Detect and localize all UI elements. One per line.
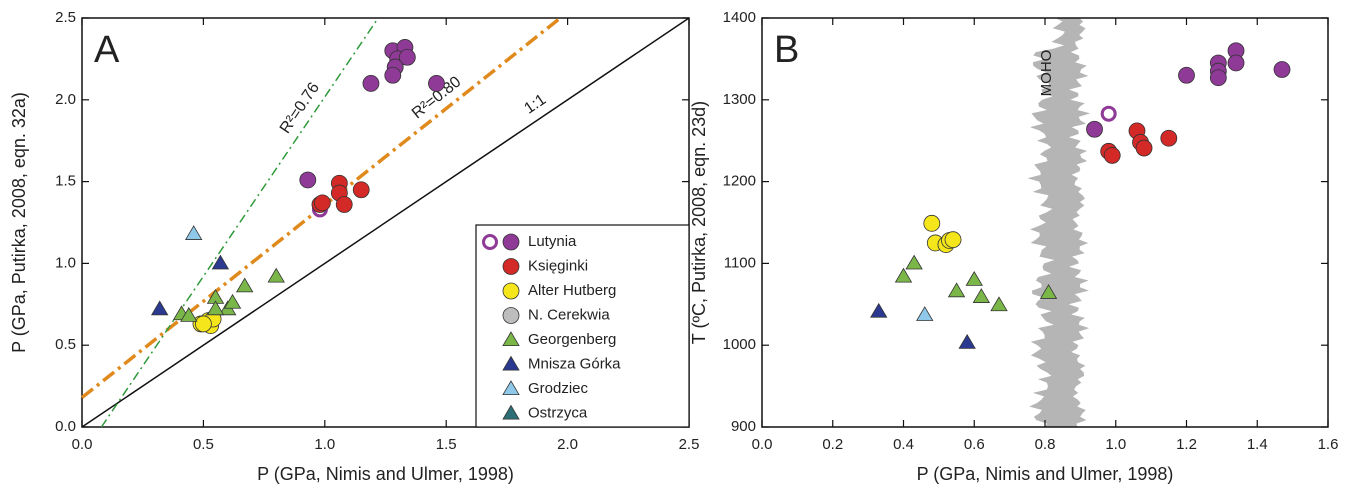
legend-symbol (502, 331, 520, 347)
legend-symbol (502, 233, 520, 251)
point (870, 302, 888, 318)
y-tick-label: 0.5 (55, 336, 76, 353)
point (211, 254, 230, 270)
x-tick-label: 2.0 (557, 436, 578, 453)
x-tick-label: 1.0 (314, 436, 335, 453)
y-tick-label: 2.5 (55, 9, 76, 26)
point (223, 293, 242, 309)
legend-symbol (502, 380, 520, 396)
x-tick-label: 1.4 (1247, 436, 1268, 453)
x-tick-label: 0.8 (1035, 436, 1056, 453)
x-tick-label: 1.5 (436, 436, 457, 453)
point (1135, 139, 1153, 157)
point (235, 277, 254, 293)
x-tick-label: 0.5 (193, 436, 214, 453)
point (965, 270, 983, 286)
point (1103, 147, 1121, 164)
y-axis-label: T (ºC, Putirka, 2008, eqn. 23d) (689, 101, 709, 344)
y-tick-label: 1300 (723, 91, 756, 108)
legend-symbol (502, 307, 520, 324)
point (1209, 69, 1227, 87)
point (352, 181, 370, 199)
point (184, 225, 203, 240)
y-tick-label: 0.0 (55, 418, 76, 435)
legend-label: N. Cerekwia (528, 306, 610, 323)
legend-label: Ostrzyca (528, 404, 588, 421)
x-tick-label: 0.0 (72, 436, 93, 453)
point (267, 267, 285, 283)
x-tick-label: 1.6 (1318, 436, 1339, 453)
legend-symbol (482, 234, 498, 250)
legend-label: Księginki (528, 257, 588, 274)
point (923, 214, 941, 232)
legend-symbol (502, 282, 520, 300)
point (384, 66, 402, 84)
legend-label: Grodziec (528, 380, 589, 397)
x-tick-label: 1.0 (1105, 436, 1126, 453)
legend-symbol (502, 258, 520, 275)
point (150, 300, 169, 316)
y-tick-label: 1.0 (55, 254, 76, 271)
point (362, 75, 380, 92)
point (206, 300, 225, 316)
point (428, 75, 445, 92)
panel-letter: B (774, 29, 799, 71)
y-tick-label: 1400 (723, 9, 756, 26)
point (972, 288, 991, 303)
fit-line-label: 1:1 (521, 91, 549, 118)
y-tick-label: 2.0 (55, 91, 76, 108)
y-tick-label: 900 (731, 418, 756, 435)
y-tick-label: 1100 (724, 254, 756, 271)
x-axis-label: P (GPa, Nimis and Ulmer, 1998) (917, 464, 1174, 484)
fit-line (100, 17, 379, 428)
legend-label: Alter Hutberg (528, 282, 616, 299)
legend-symbol (502, 355, 520, 371)
point (958, 333, 976, 349)
x-axis-label: P (GPa, Nimis and Ulmer, 1998) (257, 464, 514, 484)
point (944, 231, 962, 249)
point (1227, 54, 1245, 72)
point (916, 306, 934, 321)
x-tick-label: 0.6 (964, 436, 985, 453)
point (398, 48, 416, 66)
point (894, 267, 913, 283)
y-tick-label: 1.5 (55, 173, 76, 190)
point (1178, 66, 1195, 84)
point (1273, 61, 1291, 78)
x-tick-label: 2.5 (679, 436, 700, 453)
x-tick-label: 0.2 (822, 436, 843, 453)
y-tick-label: 1200 (723, 173, 756, 190)
x-tick-label: 1.2 (1176, 436, 1197, 453)
point (1160, 129, 1178, 147)
panel-letter: A (94, 29, 120, 71)
point (313, 194, 331, 212)
x-tick-label: 0.4 (893, 436, 914, 453)
point (180, 306, 198, 322)
point (990, 296, 1008, 312)
y-tick-label: 1000 (723, 336, 756, 353)
legend-label: Lutynia (528, 233, 577, 250)
legend-label: Mnisza Górka (528, 355, 621, 372)
point (194, 315, 212, 333)
fit-line-label: R²=0.76 (277, 80, 323, 137)
moho-band (1027, 18, 1091, 427)
legend-label: Georgenberg (528, 331, 616, 348)
plot-frame (81, 17, 690, 428)
point (905, 254, 923, 270)
y-axis-label: P (GPa, Putirka, 2008, eqn. 32a) (9, 92, 29, 353)
point (1039, 284, 1058, 299)
point (1086, 120, 1103, 138)
point (947, 282, 966, 298)
fit-line (81, 17, 690, 428)
moho-label: MOHO (1038, 50, 1055, 97)
point (1100, 105, 1117, 122)
point (335, 196, 353, 213)
legend-symbol (502, 404, 520, 420)
point (299, 171, 317, 189)
x-tick-label: 0.0 (752, 436, 773, 453)
